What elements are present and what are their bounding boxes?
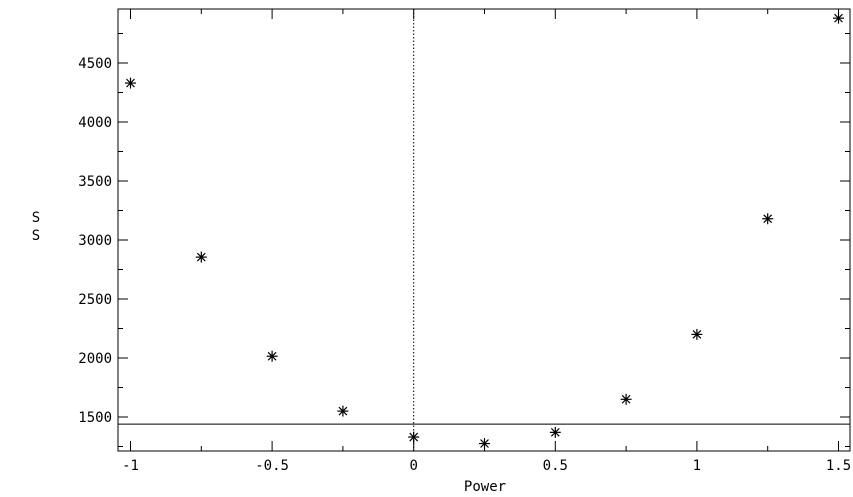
data-point-stroke xyxy=(834,13,843,23)
data-point xyxy=(620,393,632,405)
data-point xyxy=(762,213,774,225)
y-tick-label: 3000 xyxy=(78,233,112,249)
data-point-stroke xyxy=(550,427,560,437)
x-tick-label: -1 xyxy=(122,458,139,474)
data-point-stroke xyxy=(409,432,419,442)
data-point xyxy=(337,405,349,417)
x-tick-label: 0 xyxy=(409,458,417,474)
data-point xyxy=(833,12,844,24)
y-tick-label: 1500 xyxy=(78,410,112,426)
data-point-stroke xyxy=(480,439,489,448)
x-tick-label: 1.5 xyxy=(826,458,851,474)
data-point xyxy=(549,426,561,438)
y-tick-label: 4000 xyxy=(78,115,112,131)
y-tick-label: 2500 xyxy=(78,292,112,308)
data-point-stroke xyxy=(196,252,206,262)
y-tick-label: 4500 xyxy=(78,56,112,72)
data-point-stroke xyxy=(338,406,348,416)
data-point xyxy=(479,438,490,450)
x-axis-label: Power xyxy=(464,479,506,495)
reference-lines xyxy=(118,9,850,451)
data-point-stroke xyxy=(692,330,702,339)
data-point xyxy=(691,328,703,340)
axis-ticks: -1 -0.5 0 0.5 1 1.5 1500 2000 2500 3000 3500 4000 45… xyxy=(78,9,851,474)
y-tick-label: 2000 xyxy=(78,351,112,367)
y-axis-label-line: S xyxy=(32,210,40,226)
x-tick-label: 0.5 xyxy=(543,458,568,474)
x-tick-label: 1 xyxy=(693,458,701,474)
data-point-stroke xyxy=(267,351,277,361)
plot-frame xyxy=(117,8,851,452)
y-axis-label-line: S xyxy=(32,228,40,244)
data-point xyxy=(195,251,207,263)
data-point-stroke xyxy=(621,394,631,404)
data-point xyxy=(125,77,136,89)
data-point xyxy=(408,431,420,443)
data-point-stroke xyxy=(763,214,773,224)
axes xyxy=(117,8,851,452)
data-point-stroke xyxy=(126,78,135,88)
x-tick-label: -0.5 xyxy=(255,458,289,474)
data-points xyxy=(125,12,844,450)
data-point xyxy=(266,350,278,362)
y-tick-label: 3500 xyxy=(78,174,112,190)
